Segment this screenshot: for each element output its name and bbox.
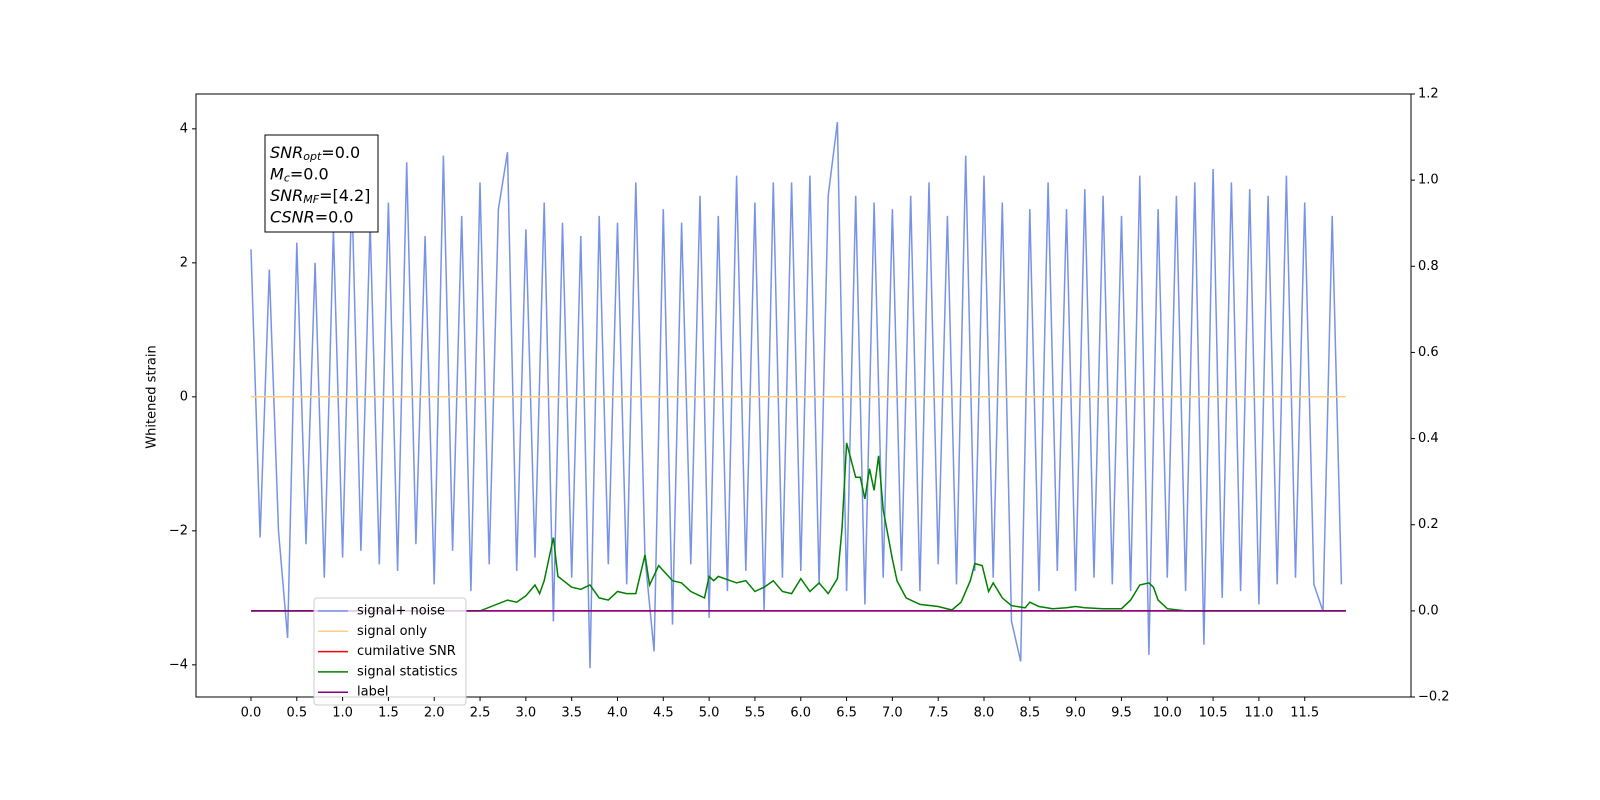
annotation-sub: MF [303, 193, 319, 206]
x-tick-label: 9.5 [1111, 706, 1132, 721]
y-tick-label: −4 [169, 657, 188, 672]
x-tick-label: 8.5 [1019, 706, 1040, 721]
y2-tick-label: 0.6 [1418, 345, 1439, 360]
x-tick-label: 11.0 [1244, 706, 1273, 721]
annotation-name: M [270, 164, 284, 183]
x-tick-label: 2.5 [470, 706, 491, 721]
annotation-line: Mc=0.0 [270, 164, 329, 185]
legend-label: label [357, 685, 388, 700]
legend-label: signal only [357, 624, 427, 639]
x-tick-label: 1.0 [332, 706, 353, 721]
legend-entries: signal+ noise signal only cumilative SNR si… [318, 604, 458, 700]
x-tick-label: 10.0 [1153, 706, 1182, 721]
x-tick-label: 9.0 [1065, 706, 1086, 721]
y-tick-label: 2 [180, 255, 188, 270]
axes-frame [195, 93, 1412, 698]
x-tick-label: 5.0 [699, 706, 720, 721]
y2-tick-label: −0.2 [1418, 690, 1450, 705]
x-tick-label: 0.5 [286, 706, 307, 721]
x-tick-label: 6.0 [790, 706, 811, 721]
x-tick-label: 5.5 [745, 706, 766, 721]
annotation-sub: c [284, 172, 290, 185]
annotation-box [264, 134, 379, 233]
series-line [251, 442, 1346, 612]
x-tick-label: 4.0 [607, 706, 628, 721]
series-line [250, 122, 1343, 669]
y-axis-label: Whitened strain [145, 345, 160, 448]
x-tick-label: 4.5 [653, 706, 674, 721]
x-tick-label: 8.0 [974, 706, 995, 721]
y-tick-label: 0 [180, 389, 188, 404]
annotation-text: =0.0 [315, 207, 354, 226]
y-tick-label: −2 [169, 523, 188, 538]
x-tick-label: 3.0 [516, 706, 537, 721]
legend-label: cumilative SNR [357, 644, 456, 659]
y2-tick-label: 0.8 [1418, 259, 1439, 274]
annotation-name: SNR [270, 143, 303, 162]
y2-tick-label: 0.0 [1418, 603, 1439, 618]
annotation-name: CSNR [270, 207, 315, 226]
legend [313, 597, 467, 706]
annotation-sub: opt [303, 150, 322, 163]
y2-tick-label: 0.2 [1418, 517, 1439, 532]
annotation-text: =0.0 [321, 143, 360, 162]
y2-tick-label: 1.2 [1418, 87, 1439, 102]
x-tick-label: 2.0 [424, 706, 445, 721]
annotation-text: =0.0 [290, 164, 329, 183]
x-tick-label: 7.5 [928, 706, 949, 721]
x-tick-label: 0.0 [241, 706, 262, 721]
y2-tick-label: 1.0 [1418, 173, 1439, 188]
x-tick-label: 10.5 [1199, 706, 1228, 721]
x-tick-label: 6.5 [836, 706, 857, 721]
legend-label: signal+ noise [357, 604, 445, 619]
x-tick-label: 3.5 [561, 706, 582, 721]
x-tick-label: 1.5 [378, 706, 399, 721]
annotation-name: SNR [270, 186, 303, 205]
y2-tick-label: 0.4 [1418, 431, 1439, 446]
annotation-text: =[4.2] [319, 186, 370, 205]
legend-label: signal statistics [357, 664, 458, 679]
annotation-line: CSNR=0.0 [270, 207, 354, 226]
y-tick-label: 4 [180, 121, 188, 136]
annotation-line: SNRMF=[4.2] [270, 186, 370, 207]
annotation-line: SNRopt=0.0 [270, 143, 360, 164]
x-tick-label: 7.0 [882, 706, 903, 721]
x-tick-label: 11.5 [1290, 706, 1319, 721]
